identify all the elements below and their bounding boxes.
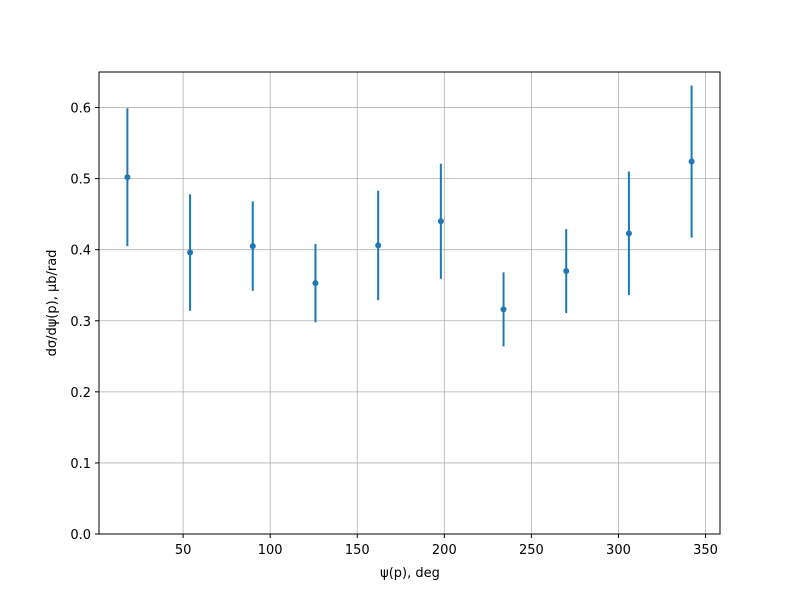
data-point — [124, 174, 131, 181]
data-point — [688, 158, 695, 165]
data-point — [437, 218, 444, 225]
x-tick-label: 200 — [432, 543, 457, 558]
x-tick-label: 50 — [175, 543, 192, 558]
y-tick-label: 0.2 — [70, 386, 91, 401]
x-tick-label: 350 — [693, 543, 718, 558]
data-point — [312, 280, 319, 287]
data-point — [249, 243, 256, 250]
x-tick-label: 300 — [606, 543, 631, 558]
y-tick-label: 0.1 — [70, 457, 91, 472]
y-tick-label: 0.5 — [70, 173, 91, 188]
y-tick-label: 0.6 — [70, 102, 91, 117]
y-tick-label: 0.3 — [70, 315, 91, 330]
plot-frame — [98, 71, 721, 535]
x-axis-label: ψ(p), deg — [380, 566, 440, 581]
y-axis-label: dσ/dψ(p), μb/rad — [45, 250, 60, 357]
x-tick-label: 150 — [345, 543, 370, 558]
data-point — [625, 230, 632, 237]
data-point — [500, 306, 507, 313]
y-tick-label: 0.4 — [70, 244, 91, 259]
data-point — [563, 268, 570, 275]
data-point — [375, 242, 382, 249]
x-tick-label: 250 — [519, 543, 544, 558]
y-tick-label: 0.0 — [70, 528, 91, 543]
x-tick-label: 100 — [258, 543, 283, 558]
data-point — [187, 249, 194, 256]
